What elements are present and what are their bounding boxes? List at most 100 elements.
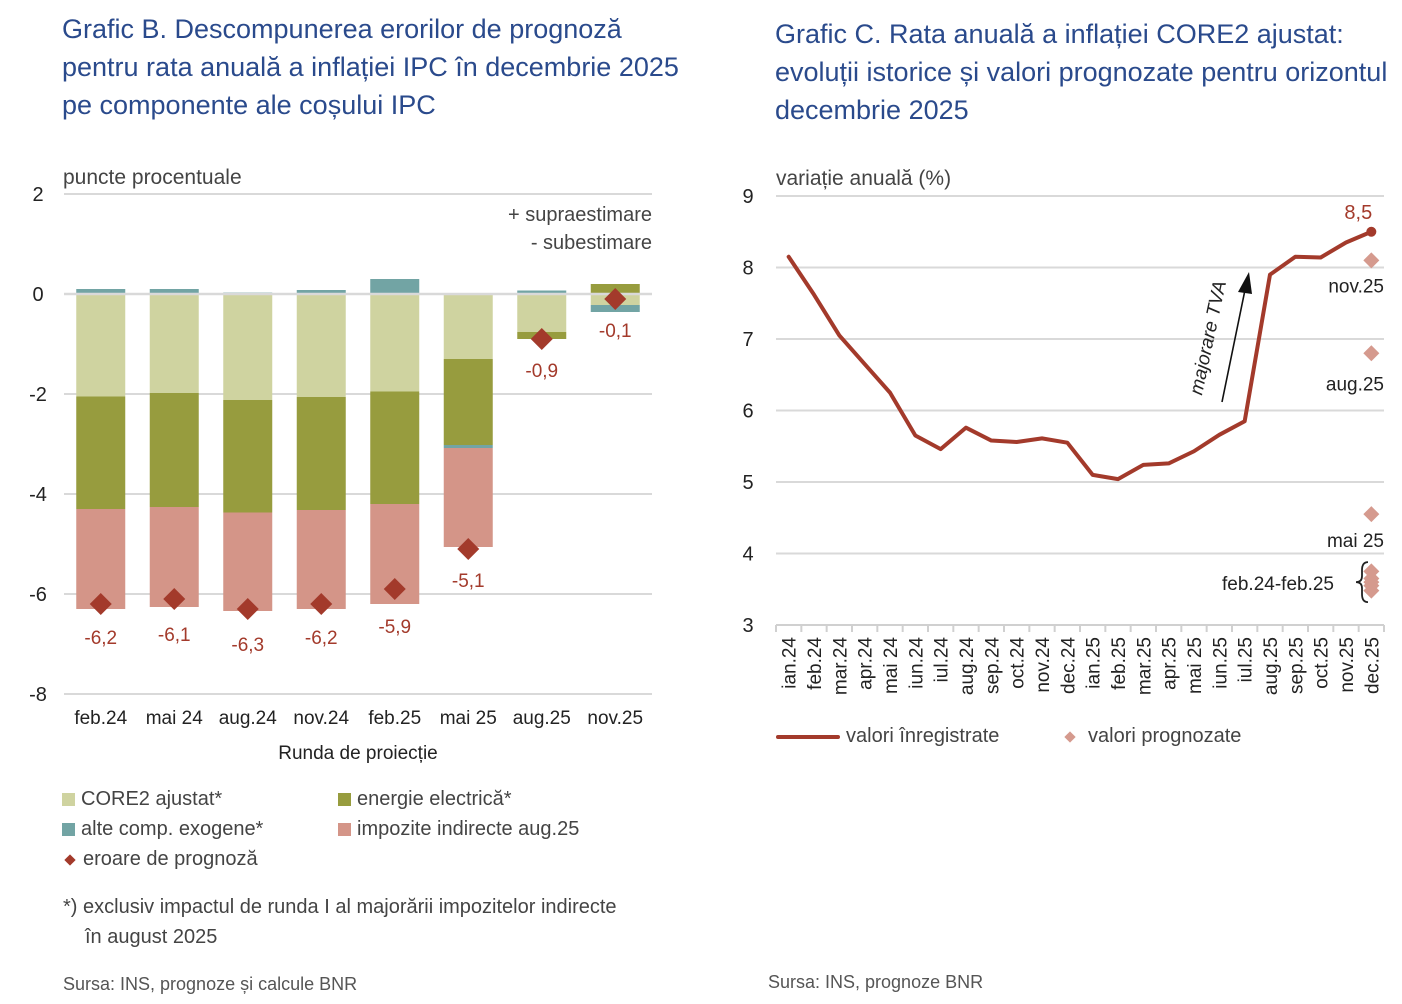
x-tick-label: iun.24: [906, 637, 927, 689]
bar-segment-core2: [296, 294, 346, 397]
legend-label: alte comp. exogene*: [81, 818, 264, 840]
legend-item-energie: energie electrică*: [338, 788, 512, 811]
x-tick-label: mar.24: [830, 637, 851, 696]
y-tick-label: 7: [742, 329, 753, 351]
y-tick-label: -2: [29, 384, 47, 406]
x-tick-label: mai 25: [440, 708, 497, 729]
error-marker: [236, 598, 259, 620]
error-marker: [163, 588, 186, 610]
bar-segment-alte: [76, 289, 126, 294]
x-tick-label: feb.24: [74, 708, 127, 729]
error-value-label: -6,2: [84, 628, 117, 649]
diamond-icon: [1064, 730, 1076, 743]
bar-segment-alte: [149, 289, 199, 294]
x-tick-label: nov.25: [1337, 637, 1358, 693]
legend-item-prognozate: valori prognozate: [1060, 725, 1241, 748]
legend-label: CORE2 ajustat*: [81, 788, 223, 810]
chart-c-ylabel: variație anuală (%): [776, 167, 952, 190]
error-value-label: -6,3: [231, 635, 264, 656]
error-value-label: -6,2: [305, 628, 338, 649]
x-tick-label: iul.25: [1236, 637, 1257, 682]
legend-swatch-energie: [338, 793, 351, 806]
bar-segment-energie: [370, 391, 420, 504]
error-marker: [604, 288, 627, 310]
bar-segment-energie: [443, 359, 493, 445]
bar-segment-energie: [76, 396, 126, 509]
forecast-marker: [1363, 252, 1380, 269]
chart-b-footnote: *) exclusiv impactul de runda I al major…: [63, 892, 623, 952]
x-tick-label: oct.24: [1008, 637, 1029, 689]
x-tick-label: dec.25: [1362, 637, 1383, 694]
forecast-marker: [1363, 574, 1380, 591]
bar-segment-energie: [149, 393, 199, 507]
bar-segment-alte: [370, 279, 420, 294]
x-tick-label: nov.24: [293, 708, 349, 729]
x-tick-label: mai 25: [1185, 637, 1206, 694]
error-marker: [457, 538, 480, 560]
arrow-line: [1221, 284, 1247, 403]
y-tick-label: 5: [742, 472, 753, 494]
diamond-icon: [64, 853, 76, 866]
chart-b-source: Sursa: INS, prognoze și calcule BNR: [63, 974, 358, 994]
legend-item-eroare: eroare de prognoză: [62, 848, 258, 871]
x-tick-label: feb.25: [368, 708, 421, 729]
y-tick-label: 9: [742, 186, 753, 208]
x-tick-label: oct.25: [1312, 637, 1333, 689]
x-tick-label: iul.24: [932, 637, 953, 683]
chart-b-ylabel: puncte procentuale: [63, 166, 242, 189]
bar-segment-alte: [443, 445, 493, 448]
legend-item-impozite: impozite indirecte aug.25: [338, 818, 579, 841]
error-value-label: -0,1: [599, 321, 632, 342]
error-marker: [310, 593, 333, 615]
chart-b-title: Grafic B. Descompunerea erorilor de prog…: [62, 14, 679, 120]
x-tick-label: aug.25: [1261, 637, 1282, 695]
legend-label: valori prognozate: [1088, 725, 1242, 747]
y-tick-label: -6: [29, 584, 47, 606]
bar-segment-impozite: [76, 509, 126, 609]
x-tick-label: feb.24: [805, 637, 826, 690]
error-marker: [530, 328, 553, 350]
x-tick-label: aug.25: [513, 708, 571, 729]
y-tick-label: 4: [742, 544, 753, 566]
legend-item-core2: CORE2 ajustat*: [62, 788, 222, 811]
bar-segment-energie: [296, 397, 346, 510]
bar-segment-impozite: [443, 448, 493, 547]
x-tick-label: ian.24: [780, 637, 801, 689]
x-tick-label: mai 24: [146, 708, 203, 729]
chart-c-title: Grafic C. Rata anuală a inflației CORE2 …: [775, 19, 1388, 125]
x-tick-label: apr.25: [1160, 637, 1181, 690]
line-swatch-icon: [776, 734, 840, 739]
end-value-label: 8,5: [1344, 202, 1372, 224]
bar-segment-alte: [296, 290, 346, 294]
chart-b-plot: 2 0 -2 -4 -6 -8 feb.24 mai 24 aug.24 nov.24 feb.25…: [29, 184, 652, 764]
x-tick-label: apr.24: [856, 637, 877, 690]
forecast-label-aug25: aug.25: [1326, 374, 1384, 395]
x-tick-label: aug.24: [219, 708, 278, 729]
bar-segment-core2: [149, 294, 199, 393]
legend-label: impozite indirecte aug.25: [357, 818, 580, 840]
arrow-annotation-label: majorare TVA: [1186, 279, 1231, 397]
forecast-label-mai25: mai 25: [1327, 531, 1384, 552]
error-marker: [383, 578, 406, 600]
bar-segment-impozite: [296, 510, 346, 609]
end-point-marker: [1366, 226, 1377, 237]
bar-segment-core2: [517, 294, 567, 332]
x-tick-label: feb.25: [1109, 637, 1130, 690]
x-tick-label: nov.24: [1033, 637, 1054, 693]
x-tick-label: nov.25: [587, 708, 643, 729]
bar-segment-alte: [517, 290, 567, 294]
error-value-label: -0,9: [525, 361, 558, 382]
forecast-marker: [1363, 345, 1380, 362]
error-value-label: -6,1: [158, 625, 191, 646]
x-tick-label: mai 24: [881, 637, 902, 694]
bar-segment-core2: [443, 294, 493, 359]
legend-swatch-impozite: [338, 823, 351, 836]
y-tick-label: 2: [32, 184, 43, 206]
footnote-text: *) exclusiv impactul de runda I al major…: [63, 896, 617, 948]
forecast-marker: [1363, 582, 1380, 599]
brace-icon: [1355, 561, 1369, 603]
y-tick-label: -8: [29, 684, 47, 706]
x-tick-label: ian.25: [1084, 637, 1105, 689]
y-tick-label: 6: [742, 401, 753, 423]
